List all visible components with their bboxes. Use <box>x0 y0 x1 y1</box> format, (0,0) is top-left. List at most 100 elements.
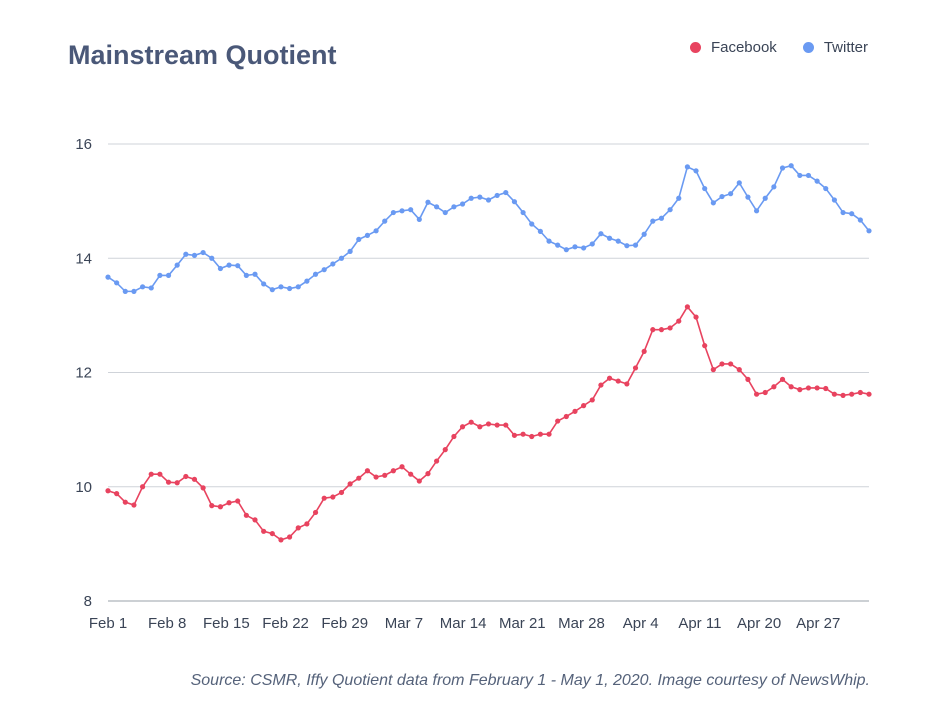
twitter-data-point[interactable] <box>684 164 690 170</box>
twitter-data-point[interactable] <box>753 208 760 214</box>
facebook-data-point[interactable] <box>459 424 466 430</box>
twitter-data-point[interactable] <box>131 288 137 294</box>
twitter-data-point[interactable] <box>658 215 665 221</box>
twitter-data-point[interactable] <box>459 201 466 207</box>
twitter-data-point[interactable] <box>399 208 405 214</box>
twitter-data-point[interactable] <box>676 195 682 201</box>
facebook-data-point[interactable] <box>736 367 742 373</box>
twitter-data-point[interactable] <box>338 255 345 261</box>
facebook-data-point[interactable] <box>191 476 198 482</box>
twitter-data-point[interactable] <box>606 235 613 241</box>
facebook-data-point[interactable] <box>728 361 734 367</box>
facebook-data-point[interactable] <box>382 472 388 478</box>
twitter-data-point[interactable] <box>295 284 301 290</box>
twitter-data-point[interactable] <box>546 238 552 244</box>
twitter-data-point[interactable] <box>598 231 604 237</box>
twitter-data-point[interactable] <box>650 218 656 224</box>
facebook-data-point[interactable] <box>434 458 440 464</box>
facebook-data-point[interactable] <box>581 403 587 409</box>
twitter-data-point[interactable] <box>529 221 535 227</box>
twitter-data-point[interactable] <box>537 228 543 235</box>
twitter-data-point[interactable] <box>857 217 863 223</box>
facebook-data-point[interactable] <box>338 489 345 496</box>
twitter-data-point[interactable] <box>252 271 258 277</box>
facebook-data-point[interactable] <box>684 304 690 310</box>
twitter-data-point[interactable] <box>312 271 319 277</box>
twitter-data-point[interactable] <box>390 209 396 216</box>
twitter-data-point[interactable] <box>356 236 362 242</box>
twitter-data-point[interactable] <box>468 195 474 201</box>
twitter-data-point[interactable] <box>485 197 492 203</box>
twitter-data-point[interactable] <box>157 272 163 278</box>
twitter-data-point[interactable] <box>831 197 838 203</box>
facebook-data-point[interactable] <box>269 530 275 537</box>
twitter-data-point[interactable] <box>269 287 275 293</box>
twitter-data-point[interactable] <box>105 274 111 280</box>
twitter-data-point[interactable] <box>693 168 699 174</box>
facebook-data-point[interactable] <box>632 365 639 371</box>
twitter-data-point[interactable] <box>165 272 172 278</box>
facebook-data-point[interactable] <box>667 325 673 331</box>
twitter-data-point[interactable] <box>710 200 716 206</box>
facebook-data-point[interactable] <box>693 314 699 320</box>
twitter-data-point[interactable] <box>814 178 820 184</box>
twitter-data-point[interactable] <box>304 278 310 284</box>
twitter-data-point[interactable] <box>823 185 829 192</box>
facebook-data-point[interactable] <box>217 504 224 510</box>
facebook-data-point[interactable] <box>312 509 319 516</box>
twitter-data-point[interactable] <box>849 211 855 217</box>
twitter-data-point[interactable] <box>217 265 224 272</box>
facebook-data-point[interactable] <box>261 528 267 534</box>
twitter-data-point[interactable] <box>581 245 587 251</box>
facebook-data-point[interactable] <box>139 484 146 490</box>
twitter-data-point[interactable] <box>243 272 249 278</box>
facebook-data-point[interactable] <box>658 327 665 333</box>
twitter-data-point[interactable] <box>719 193 725 200</box>
twitter-data-point[interactable] <box>364 232 371 238</box>
facebook-data-point[interactable] <box>287 534 293 540</box>
facebook-data-point[interactable] <box>468 419 474 425</box>
facebook-data-point[interactable] <box>122 499 128 505</box>
facebook-data-point[interactable] <box>779 376 786 382</box>
facebook-data-point[interactable] <box>572 408 578 414</box>
twitter-data-point[interactable] <box>624 243 630 249</box>
twitter-data-point[interactable] <box>408 207 414 213</box>
facebook-data-point[interactable] <box>148 471 154 477</box>
facebook-data-point[interactable] <box>814 385 820 391</box>
facebook-data-point[interactable] <box>494 422 500 428</box>
facebook-data-point[interactable] <box>710 367 716 373</box>
twitter-data-point[interactable] <box>148 285 154 291</box>
facebook-data-point[interactable] <box>442 447 448 453</box>
facebook-data-point[interactable] <box>416 478 422 484</box>
facebook-data-point[interactable] <box>745 376 751 382</box>
facebook-data-point[interactable] <box>157 471 163 477</box>
twitter-data-point[interactable] <box>779 165 786 171</box>
twitter-data-point[interactable] <box>425 199 431 205</box>
facebook-data-point[interactable] <box>719 361 725 367</box>
twitter-data-point[interactable] <box>321 267 327 273</box>
twitter-data-point[interactable] <box>736 180 742 186</box>
twitter-data-point[interactable] <box>183 251 189 257</box>
twitter-data-point[interactable] <box>114 280 120 286</box>
twitter-data-point[interactable] <box>139 284 146 290</box>
facebook-data-point[interactable] <box>563 413 569 420</box>
twitter-data-point[interactable] <box>745 194 751 200</box>
facebook-data-point[interactable] <box>805 385 812 391</box>
facebook-data-point[interactable] <box>330 494 336 500</box>
facebook-data-point[interactable] <box>866 391 872 397</box>
twitter-data-point[interactable] <box>330 261 336 267</box>
facebook-data-point[interactable] <box>849 391 855 397</box>
twitter-data-point[interactable] <box>442 209 448 216</box>
facebook-data-point[interactable] <box>131 502 137 508</box>
facebook-data-point[interactable] <box>598 382 604 388</box>
twitter-data-point[interactable] <box>589 241 595 247</box>
twitter-data-point[interactable] <box>287 285 293 292</box>
twitter-data-point[interactable] <box>174 262 180 268</box>
twitter-data-point[interactable] <box>278 284 284 290</box>
twitter-data-point[interactable] <box>866 228 872 234</box>
twitter-data-point[interactable] <box>235 263 241 269</box>
facebook-data-point[interactable] <box>831 391 838 397</box>
twitter-data-point[interactable] <box>434 204 440 210</box>
facebook-data-point[interactable] <box>503 422 509 428</box>
twitter-data-point[interactable] <box>191 252 198 258</box>
